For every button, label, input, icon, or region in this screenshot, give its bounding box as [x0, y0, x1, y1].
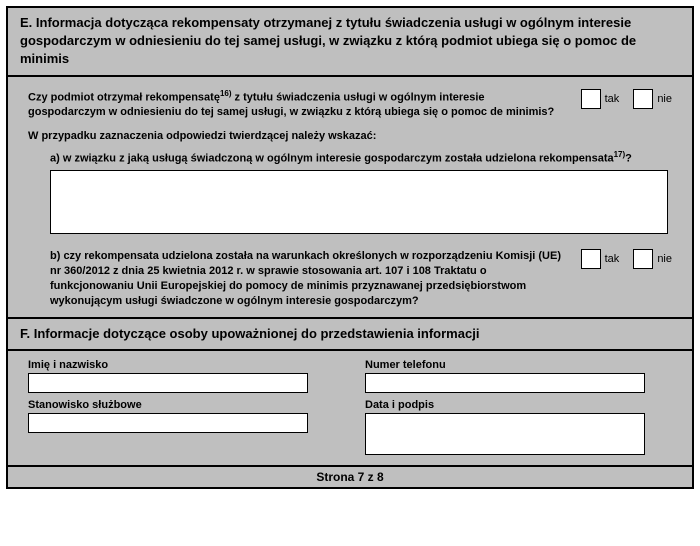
phone-label: Numer telefonu: [365, 359, 672, 371]
name-input[interactable]: [28, 373, 308, 393]
f-grid: Imię i nazwisko Stanowisko służbowe Nume…: [28, 359, 672, 455]
sub-b-row: b) czy rekompensata udzielona została na…: [50, 249, 672, 308]
q1-yes-checkbox[interactable]: [581, 89, 601, 109]
q1-no-label: nie: [657, 93, 672, 105]
section-e-header: E. Informacja dotycząca rekompensaty otr…: [8, 8, 692, 77]
date-sig-box[interactable]: [365, 413, 645, 455]
a-sup: 17): [614, 150, 626, 159]
q1-yes-item: tak: [581, 89, 620, 109]
position-input[interactable]: [28, 413, 308, 433]
sub-b-text: b) czy rekompensata udzielona została na…: [50, 249, 563, 308]
question-1-row: Czy podmiot otrzymał rekompensatę16) z t…: [28, 89, 672, 120]
a-post: ?: [625, 153, 632, 165]
q1-yesno: tak nie: [581, 89, 672, 109]
b-yes-item: tak: [581, 249, 620, 269]
name-label: Imię i nazwisko: [28, 359, 335, 371]
q1-yes-label: tak: [605, 93, 620, 105]
section-f-title: F. Informacje dotyczące osoby upoważnion…: [20, 326, 479, 341]
date-sig-label: Data i podpis: [365, 399, 672, 411]
q1-no-checkbox[interactable]: [633, 89, 653, 109]
section-f-header: F. Informacje dotyczące osoby upoważnion…: [8, 317, 692, 351]
instruction-text: W przypadku zaznaczenia odpowiedzi twier…: [28, 130, 672, 142]
sub-a-text: a) w związku z jaką usługą świadczoną w …: [50, 150, 672, 167]
b-yes-checkbox[interactable]: [581, 249, 601, 269]
b-no-item: nie: [633, 249, 672, 269]
a-pre: a) w związku z jaką usługą świadczoną w …: [50, 153, 614, 165]
page-number: Strona 7 z 8: [316, 470, 383, 484]
page-footer: Strona 7 z 8: [8, 465, 692, 487]
sub-b-yesno: tak nie: [581, 249, 672, 269]
section-f-body: Imię i nazwisko Stanowisko służbowe Nume…: [8, 351, 692, 465]
position-label: Stanowisko służbowe: [28, 399, 335, 411]
section-e-title: E. Informacja dotycząca rekompensaty otr…: [20, 15, 636, 66]
sub-a-textarea[interactable]: [50, 170, 668, 234]
f-col-left: Imię i nazwisko Stanowisko służbowe: [28, 359, 335, 455]
f-col-right: Numer telefonu Data i podpis: [365, 359, 672, 455]
b-no-checkbox[interactable]: [633, 249, 653, 269]
question-1-text: Czy podmiot otrzymał rekompensatę16) z t…: [28, 89, 563, 120]
section-e-body: Czy podmiot otrzymał rekompensatę16) z t…: [8, 77, 692, 317]
q1-pre: Czy podmiot otrzymał rekompensatę: [28, 91, 220, 103]
b-yes-label: tak: [605, 253, 620, 265]
b-no-label: nie: [657, 253, 672, 265]
form-page: E. Informacja dotycząca rekompensaty otr…: [6, 6, 694, 489]
q1-sup: 16): [220, 89, 232, 98]
q1-no-item: nie: [633, 89, 672, 109]
phone-input[interactable]: [365, 373, 645, 393]
